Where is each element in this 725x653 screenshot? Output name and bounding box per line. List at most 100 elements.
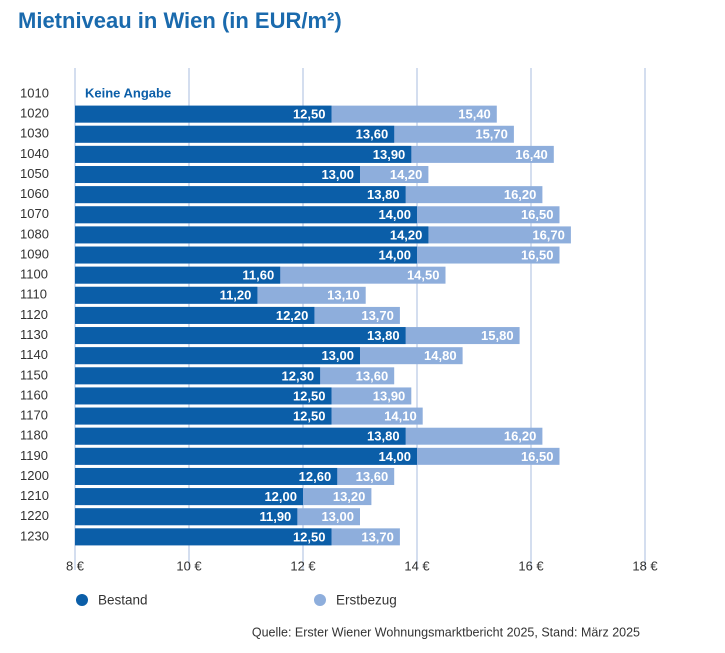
- x-tick-label: 8 €: [66, 558, 85, 573]
- x-tick-label: 10 €: [176, 558, 202, 573]
- legend-marker: [76, 594, 88, 606]
- value-label: 14,00: [378, 207, 411, 222]
- bar: [75, 327, 406, 345]
- source: Quelle: Erster Wiener Wohnungsmarktberic…: [252, 625, 640, 639]
- value-label: 15,40: [458, 107, 491, 122]
- bar: [75, 447, 417, 465]
- y-tick-label: 1140: [20, 347, 48, 362]
- value-label: 14,20: [390, 227, 423, 242]
- y-tick-label: 1130: [20, 327, 48, 342]
- value-label: 12,50: [293, 409, 326, 424]
- y-tick-label: 1020: [20, 106, 49, 121]
- value-label: 16,50: [521, 207, 554, 222]
- bar: [75, 427, 406, 445]
- value-label: 12,20: [276, 308, 309, 323]
- legend-label: Erstbezug: [336, 593, 397, 608]
- value-label: 13,70: [361, 529, 394, 544]
- value-label: 13,20: [333, 489, 366, 504]
- y-tick-label: 1090: [20, 246, 49, 261]
- value-label: 15,80: [481, 328, 514, 343]
- value-label: 12,50: [293, 388, 326, 403]
- value-label: 13,60: [356, 368, 389, 383]
- bar: [75, 407, 332, 425]
- value-label: 14,00: [378, 449, 411, 464]
- y-tick-label: 1200: [20, 468, 49, 483]
- y-tick-label: 1010: [20, 85, 49, 100]
- annotation: Keine Angabe: [85, 85, 171, 100]
- value-label: 13,80: [367, 429, 400, 444]
- x-tick-label: 16 €: [518, 558, 544, 573]
- y-tick-label: 1110: [20, 287, 47, 302]
- legend-marker: [314, 594, 326, 606]
- value-label: 13,90: [373, 388, 406, 403]
- y-tick-label: 1170: [20, 408, 48, 423]
- bar: [75, 367, 321, 385]
- value-label: 13,00: [321, 167, 354, 182]
- value-label: 14,00: [378, 247, 411, 262]
- value-label: 12,50: [293, 107, 326, 122]
- bar: [75, 488, 303, 506]
- bar: [75, 467, 338, 485]
- y-tick-label: 1180: [20, 428, 48, 443]
- y-tick-label: 1150: [20, 367, 48, 382]
- x-tick-label: 12 €: [290, 558, 316, 573]
- value-label: 12,00: [264, 489, 297, 504]
- bar: [75, 387, 332, 405]
- bar: [75, 286, 258, 304]
- y-tick-label: 1190: [20, 448, 48, 463]
- value-label: 11,90: [259, 509, 291, 524]
- bar: [75, 206, 417, 224]
- value-label: 12,60: [299, 469, 332, 484]
- bar: [75, 105, 332, 123]
- x-tick-label: 18 €: [632, 558, 658, 573]
- bar: [75, 226, 429, 244]
- value-label: 16,20: [504, 429, 537, 444]
- y-tick-label: 1220: [20, 508, 49, 523]
- value-label: 15,70: [475, 127, 508, 142]
- y-tick-label: 1070: [20, 206, 49, 221]
- y-tick-label: 1160: [20, 387, 48, 402]
- y-tick-label: 1030: [20, 126, 49, 141]
- bar: [75, 528, 332, 546]
- value-label: 14,80: [424, 348, 457, 363]
- value-label: 11,20: [220, 288, 252, 303]
- value-label: 14,50: [407, 268, 440, 283]
- value-label: 13,00: [321, 348, 354, 363]
- y-tick-label: 1060: [20, 186, 49, 201]
- y-tick-label: 1100: [20, 267, 48, 282]
- value-label: 13,80: [367, 187, 400, 202]
- y-tick-label: 1210: [20, 488, 49, 503]
- bar: [75, 347, 360, 365]
- bar: [75, 306, 315, 324]
- value-label: 14,10: [384, 409, 417, 424]
- bar: [75, 125, 395, 143]
- x-tick-label: 14 €: [404, 558, 430, 573]
- value-label: 11,60: [242, 268, 274, 283]
- y-tick-label: 1230: [20, 528, 49, 543]
- value-label: 13,60: [356, 127, 389, 142]
- bar: [75, 246, 417, 264]
- y-tick-label: 1040: [20, 146, 49, 161]
- value-label: 12,30: [282, 368, 315, 383]
- value-label: 16,70: [532, 227, 565, 242]
- value-label: 16,40: [515, 147, 548, 162]
- value-label: 12,50: [293, 529, 326, 544]
- value-label: 13,60: [356, 469, 389, 484]
- bar: [75, 266, 281, 284]
- value-label: 16,50: [521, 247, 554, 262]
- legend-label: Bestand: [98, 593, 148, 608]
- bar: [75, 145, 412, 163]
- chart-title: Mietniveau in Wien (in EUR/m²): [18, 8, 342, 33]
- value-label: 16,20: [504, 187, 537, 202]
- value-label: 13,00: [321, 509, 354, 524]
- bar: [75, 186, 406, 204]
- y-tick-label: 1050: [20, 166, 49, 181]
- y-tick-label: 1120: [20, 307, 48, 322]
- bar: [75, 166, 360, 184]
- value-label: 16,50: [521, 449, 554, 464]
- value-label: 14,20: [390, 167, 423, 182]
- value-label: 13,80: [367, 328, 400, 343]
- y-tick-label: 1080: [20, 226, 49, 241]
